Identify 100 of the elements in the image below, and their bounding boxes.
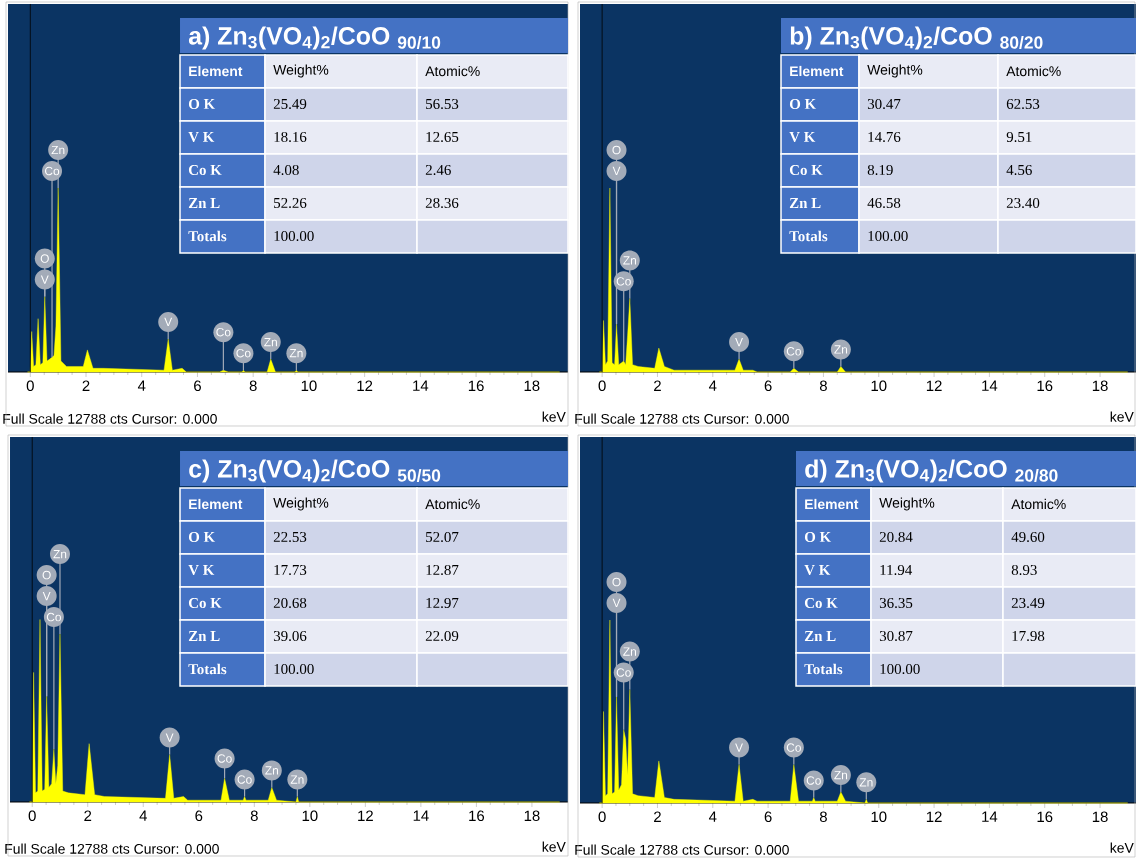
x-axis-title: keV bbox=[1110, 411, 1134, 422]
annotation: Co bbox=[46, 612, 61, 622]
annotation: Co bbox=[216, 327, 231, 337]
x-tick-label: 2 bbox=[82, 380, 90, 391]
annotation: 46.58 bbox=[867, 197, 901, 209]
annotation: Zn bbox=[859, 778, 873, 787]
text: 9.51 bbox=[1006, 131, 1032, 143]
annotation: Zn bbox=[264, 338, 277, 347]
x-tick-label: 12 bbox=[926, 811, 942, 822]
text: 25.49 bbox=[273, 98, 307, 110]
chart-title: b) Zn$_{3}$(VO$_{4}$)$_{2}$/CoO $_{80/20}$ bbox=[790, 26, 1043, 50]
annotation: Totals bbox=[789, 230, 828, 242]
text: 36.35 bbox=[879, 597, 913, 609]
text: Atomic% bbox=[425, 65, 480, 77]
annotation: Zn L bbox=[188, 198, 220, 208]
x-tick-label: 4 bbox=[137, 380, 146, 391]
x-tick-label: 16 bbox=[468, 380, 484, 392]
x-tick-label: 8 bbox=[819, 380, 827, 392]
text: 8.19 bbox=[867, 164, 893, 176]
annotation: V bbox=[735, 743, 743, 752]
x-tick-label: 16 bbox=[469, 810, 485, 822]
x-tick-label: 0 bbox=[598, 811, 606, 823]
x-tick-label: 18 bbox=[1092, 380, 1108, 392]
annotation: Co bbox=[786, 743, 801, 752]
text: 49.60 bbox=[1011, 531, 1045, 543]
text: Weight% bbox=[879, 497, 935, 511]
annotation: 100.00 bbox=[868, 230, 908, 242]
x-axis-title: keV bbox=[1110, 842, 1134, 853]
text: 23.49 bbox=[1011, 597, 1045, 609]
annotation: V bbox=[164, 317, 173, 326]
x-tick-label: 12 bbox=[358, 810, 373, 821]
x-tick-label: 8 bbox=[819, 811, 827, 823]
annotation: 28.36 bbox=[425, 197, 459, 209]
text: O K bbox=[188, 531, 216, 543]
x-tick-label: 10 bbox=[302, 810, 318, 822]
annotation: Totals bbox=[804, 663, 843, 675]
text: 12.65 bbox=[426, 131, 459, 143]
text: Co K bbox=[804, 597, 838, 609]
text: Full Scale 12788 cts Cursor: 0.000 bbox=[3, 413, 217, 424]
annotation: O bbox=[42, 570, 51, 580]
annotation: V bbox=[612, 598, 621, 608]
annotation: V bbox=[612, 166, 621, 176]
annotation: Zn bbox=[623, 647, 636, 656]
x-tick-label: 6 bbox=[195, 810, 203, 822]
x-tick-label: 6 bbox=[764, 811, 772, 823]
x-tick-label: 4 bbox=[708, 811, 717, 822]
annotation: Zn bbox=[834, 770, 848, 780]
text: V K bbox=[188, 132, 215, 142]
annotation: O bbox=[612, 145, 621, 155]
x-tick-label: 0 bbox=[28, 810, 36, 822]
annotation: 39.06 bbox=[273, 630, 307, 642]
text: 30.47 bbox=[867, 98, 901, 110]
x-tick-label: 16 bbox=[1037, 811, 1053, 823]
text: 11.94 bbox=[880, 564, 913, 576]
text: 12.87 bbox=[426, 564, 459, 576]
text: V K bbox=[188, 565, 215, 575]
x-tick-label: 12 bbox=[926, 380, 942, 391]
x-axis-title: keV bbox=[542, 841, 566, 852]
annotation: Zn L bbox=[188, 631, 220, 641]
text: 4.08 bbox=[273, 164, 299, 176]
x-tick-label: 6 bbox=[764, 380, 772, 392]
annotation: 100.00 bbox=[274, 663, 314, 675]
text: Weight% bbox=[867, 64, 923, 78]
annotation: Zn L bbox=[804, 631, 836, 641]
text: 22.53 bbox=[273, 531, 307, 543]
text: Co K bbox=[188, 164, 222, 176]
annotation: 100.00 bbox=[274, 230, 314, 242]
text: Co K bbox=[789, 164, 823, 176]
text: 62.53 bbox=[1006, 98, 1040, 110]
text: 20.84 bbox=[879, 531, 913, 543]
x-tick-label: 14 bbox=[982, 380, 998, 391]
text: 8.93 bbox=[1011, 564, 1037, 576]
annotation: Co bbox=[45, 166, 60, 176]
x-tick-label: 18 bbox=[524, 380, 540, 392]
x-tick-label: 4 bbox=[139, 810, 147, 821]
x-tick-label: 8 bbox=[249, 380, 257, 392]
text: 2.46 bbox=[425, 164, 451, 176]
x-tick-label: 6 bbox=[194, 380, 201, 392]
annotation: 17.98 bbox=[1012, 630, 1045, 642]
x-tick-label: 18 bbox=[524, 810, 540, 822]
text: Full Scale 12788 cts Cursor: 0.000 bbox=[575, 413, 789, 424]
text: Full Scale 12788 cts Cursor: 0.000 bbox=[5, 843, 219, 854]
annotation: O bbox=[40, 254, 49, 263]
annotation: Co bbox=[217, 754, 232, 763]
text: O K bbox=[804, 531, 832, 543]
annotation: Zn bbox=[265, 766, 278, 775]
annotation: Zn bbox=[53, 549, 67, 559]
annotation: 52.26 bbox=[274, 197, 307, 209]
text: Atomic% bbox=[1011, 498, 1066, 510]
x-tick-label: 2 bbox=[654, 811, 661, 822]
annotation: Zn L bbox=[789, 198, 821, 208]
annotation: Co bbox=[237, 775, 252, 784]
x-tick-label: 12 bbox=[357, 380, 373, 391]
text: Atomic% bbox=[425, 498, 480, 510]
x-tick-label: 4 bbox=[708, 380, 717, 391]
annotation: 100.00 bbox=[880, 663, 920, 675]
x-tick-label: 2 bbox=[84, 810, 92, 821]
annotation: Co bbox=[786, 347, 801, 356]
text: 4.56 bbox=[1006, 164, 1032, 176]
chart-title: a) Zn$_{3}$(VO$_{4}$)$_{2}$/CoO $_{90/10}$ bbox=[188, 26, 441, 50]
